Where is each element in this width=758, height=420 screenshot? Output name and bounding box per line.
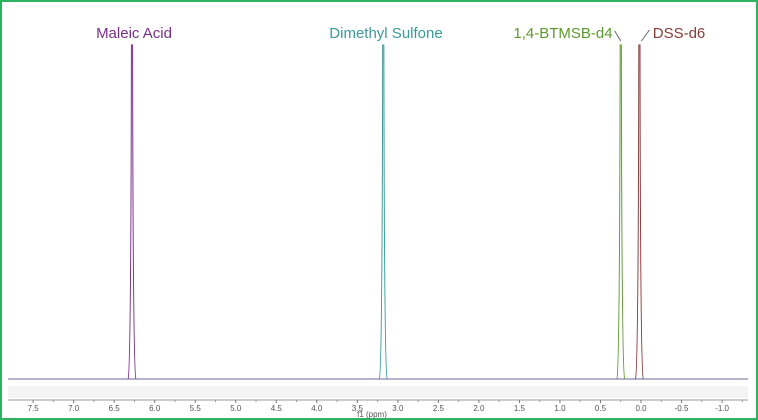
x-tick-label: 4.5 (271, 404, 283, 413)
x-axis-label: f1 (ppm) (357, 410, 387, 419)
peak-1 (378, 44, 388, 380)
leader-line (640, 29, 650, 42)
peak-label: DSS-d6 (653, 25, 706, 42)
x-tick-label: 4.0 (311, 404, 323, 413)
x-tick-label: 5.5 (190, 404, 202, 413)
x-tick-label: 5.0 (230, 404, 242, 413)
x-tick-label: 3.5 (352, 404, 364, 413)
x-tick-label: 6.0 (149, 404, 161, 413)
peak-label: 1,4-BTMSB-d4 (513, 25, 612, 42)
x-tick-label: 6.5 (109, 404, 121, 413)
peak-label: Maleic Acid (96, 25, 172, 42)
x-tick-label: 0.5 (595, 404, 607, 413)
peak-label: Dimethyl Sulfone (329, 25, 442, 42)
x-tick-label: -1.0 (715, 404, 729, 413)
x-tick-label: 7.5 (28, 404, 40, 413)
x-tick-label: 2.0 (473, 404, 485, 413)
peak-2 (616, 44, 626, 380)
x-tick-label: 1.0 (554, 404, 566, 413)
x-tick-label: 0.0 (635, 404, 647, 413)
axis-band (8, 386, 748, 398)
x-tick-label: 7.0 (68, 404, 80, 413)
x-tick-label: 2.5 (433, 404, 445, 413)
x-tick-label: 3.0 (392, 404, 404, 413)
leader-line (614, 30, 622, 42)
peak-3 (634, 44, 644, 380)
x-tick-label: -0.5 (675, 404, 689, 413)
peak-0 (127, 44, 137, 380)
x-tick-label: 1.5 (514, 404, 526, 413)
